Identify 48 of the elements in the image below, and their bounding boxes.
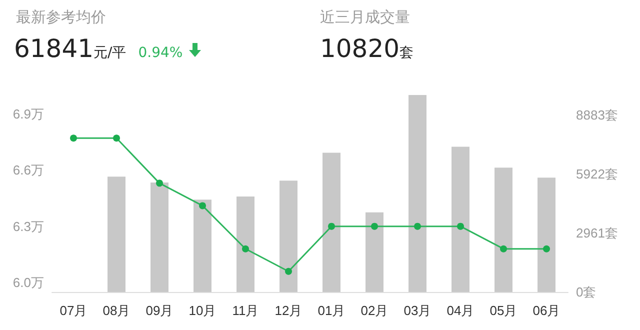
bar (150, 182, 168, 292)
y-tick-label: 6.3万 (12, 218, 44, 234)
bar (366, 212, 384, 292)
y2-tick-label: 0套 (576, 284, 596, 300)
bar (538, 178, 556, 292)
point (285, 268, 292, 275)
point (70, 134, 77, 142)
text: 10820套 (320, 34, 414, 63)
x-tick-label: 07月 (60, 303, 88, 318)
point (500, 245, 507, 252)
bar (194, 200, 212, 292)
bar (452, 146, 470, 292)
point (328, 222, 335, 230)
x-tick-label: 06月 (532, 303, 560, 318)
x-tick-label: 02月 (360, 303, 388, 318)
text: 0.94% (138, 45, 183, 61)
y2-tick-label: 8883套 (576, 108, 618, 123)
point (543, 245, 550, 252)
y2-tick-label: 2961套 (576, 226, 618, 241)
text: 最新参考均价 (16, 8, 106, 27)
point (457, 222, 464, 230)
x-tick-label: 10月 (188, 303, 216, 318)
point (199, 202, 206, 210)
y2-tick-label: 5922套 (576, 166, 618, 182)
bar (236, 196, 254, 292)
point (156, 180, 163, 187)
x-tick-label: 04月 (446, 303, 474, 318)
bar (322, 152, 340, 292)
bar (408, 95, 426, 292)
text: 近三月成交量 (320, 8, 410, 27)
point (371, 222, 378, 230)
x-tick-label: 12月 (274, 303, 302, 318)
x-tick-label: 05月 (490, 303, 518, 318)
y-tick-label: 6.6万 (12, 162, 44, 178)
x-tick-label: 11月 (232, 303, 259, 318)
bar (280, 180, 298, 292)
point (113, 134, 120, 142)
x-tick-label: 03月 (404, 303, 432, 318)
point (242, 245, 249, 252)
x-tick-label: 08月 (102, 303, 130, 318)
y-tick-label: 6.0万 (12, 275, 44, 290)
x-tick-label: 09月 (146, 303, 174, 318)
x-tick-label: 01月 (318, 303, 346, 318)
text: 61841元/平 (14, 34, 126, 63)
y-tick-label: 6.9万 (12, 106, 44, 122)
bar (108, 176, 126, 292)
bar (494, 168, 512, 292)
point (414, 222, 421, 230)
